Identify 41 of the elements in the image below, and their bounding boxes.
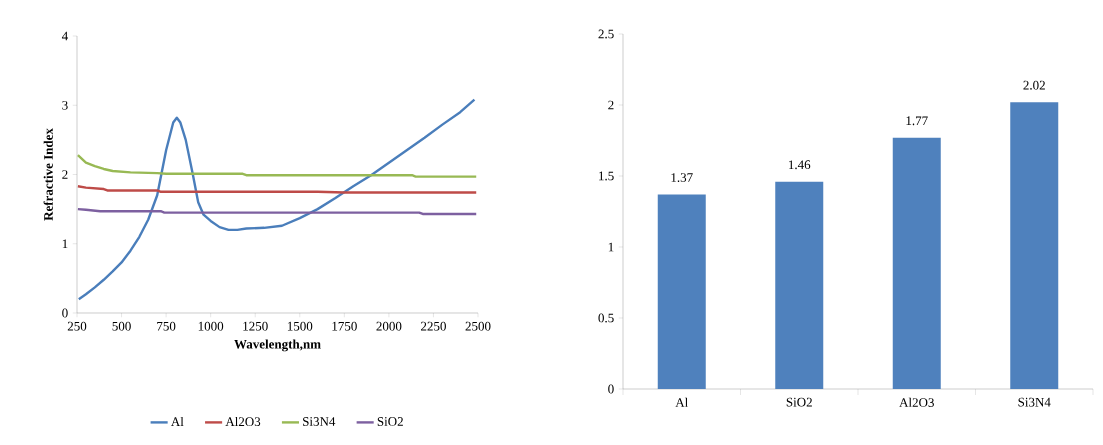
x-tick-label: 250: [67, 321, 87, 331]
bar: [892, 137, 941, 389]
x-tick-label: Al: [675, 397, 688, 407]
data-label: 1.77: [906, 116, 928, 126]
legend-label: Al2O3: [225, 416, 261, 427]
data-label: 2.02: [1023, 80, 1045, 90]
y-tick-label: 2: [608, 100, 614, 110]
y-tick-label: 3: [62, 100, 68, 110]
x-tick-label: Si3N4: [1018, 397, 1051, 407]
x-tick-label: 1500: [287, 321, 313, 331]
x-tick-label: 1000: [198, 321, 224, 331]
y-tick-label: 1: [608, 242, 614, 252]
y-tick-label: 0: [608, 384, 614, 394]
bar: [657, 194, 706, 389]
x-tick-label: 2000: [376, 321, 402, 331]
line-series: [76, 185, 478, 194]
y-axis-title: Refractive Index: [43, 128, 53, 221]
x-axis-title: Wavelength,nm: [234, 339, 321, 352]
legend-label: SiO2: [377, 417, 403, 426]
legend-label: Si3N4: [303, 417, 336, 426]
data-label: 1.37: [671, 173, 693, 182]
data-label: 1.46: [789, 160, 811, 170]
legend-label: Al: [170, 416, 184, 426]
x-tick-label: 2250: [421, 321, 446, 331]
y-tick-label: 1.5: [599, 171, 614, 181]
x-tick-label: SiO2: [786, 397, 812, 407]
x-tick-label: 1750: [332, 321, 357, 331]
line-series: [76, 153, 478, 178]
y-tick-label: 0: [62, 308, 68, 318]
y-tick-label: 0.5: [598, 313, 614, 323]
bar: [775, 181, 824, 389]
x-tick-label: 2500: [465, 321, 491, 331]
x-tick-label: 1250: [243, 321, 268, 331]
x-tick-label: 500: [112, 321, 131, 331]
y-tick-label: 1: [62, 239, 68, 249]
x-tick-label: Al2O3: [899, 397, 934, 407]
y-tick-label: 4: [61, 31, 69, 41]
bar: [1010, 102, 1059, 389]
y-tick-label: 2.5: [598, 29, 614, 39]
x-tick-label: 750: [157, 321, 176, 331]
y-tick-label: 2: [62, 170, 68, 179]
